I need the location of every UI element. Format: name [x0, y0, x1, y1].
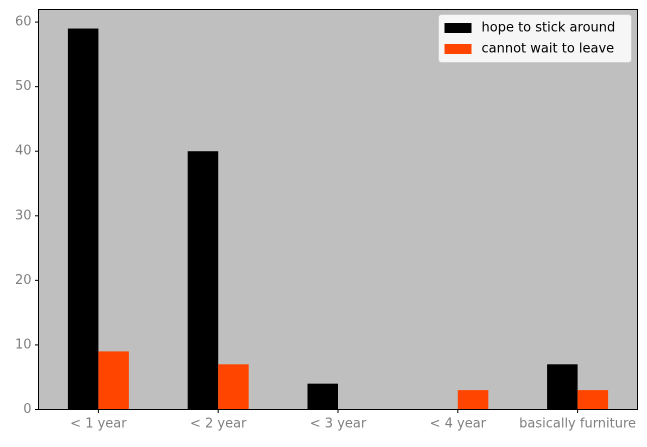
y-axis: 0 10 20 30 40 50 60 — [15, 15, 39, 417]
x-tick-label: < 4 year — [430, 417, 487, 432]
bar-cannot-wait-to-leave-4 — [577, 390, 609, 410]
bar-hope-to-stick-around-4 — [547, 364, 578, 410]
bar-hope-to-stick-around-1 — [187, 151, 219, 410]
bar-group — [67, 28, 609, 410]
bar-hope-to-stick-around-2 — [307, 383, 338, 410]
plot-area-frame — [38, 9, 638, 410]
legend-swatch-hope-to-stick-around — [444, 23, 472, 33]
bar-hope-to-stick-around-0 — [67, 28, 99, 410]
legend-label-hope-to-stick-around: hope to stick around — [482, 21, 616, 36]
y-tick-label: 0 — [23, 402, 31, 417]
x-tick-label: < 2 year — [190, 417, 247, 432]
x-tick-label: < 1 year — [70, 417, 127, 432]
legend: hope to stick around cannot wait to leave — [438, 14, 632, 63]
x-tick-label: basically furniture — [519, 417, 636, 432]
y-tick-label: 20 — [15, 273, 32, 288]
y-tick-label: 40 — [15, 144, 32, 159]
y-tick-label: 10 — [15, 337, 32, 352]
bar-cannot-wait-to-leave-0 — [98, 351, 129, 410]
legend-label-cannot-wait-to-leave: cannot wait to leave — [482, 42, 615, 57]
legend-swatch-cannot-wait-to-leave — [444, 44, 472, 54]
x-axis: < 1 year < 2 year < 3 year < 4 year basicall… — [70, 409, 636, 432]
y-tick-label: 50 — [15, 79, 32, 94]
y-tick-label: 30 — [15, 208, 32, 223]
plot-area-background — [38, 9, 638, 410]
legend-box — [438, 14, 632, 63]
bar-cannot-wait-to-leave-1 — [218, 364, 249, 410]
bar-cannot-wait-to-leave-3 — [457, 390, 489, 410]
y-tick-label: 60 — [15, 15, 32, 30]
x-tick-label: < 3 year — [310, 417, 367, 432]
